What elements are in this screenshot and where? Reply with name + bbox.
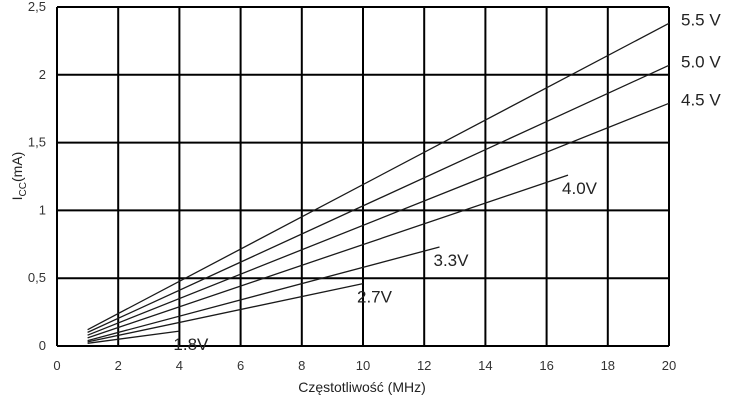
y-tick-labels: 0 0,5 1 1,5 2 2,5 — [28, 0, 46, 353]
x-tick-label: 18 — [601, 358, 615, 373]
series-line-3 — [87, 174, 569, 339]
series-label-0: 5.5 V — [681, 10, 721, 29]
x-tick-label: 6 — [237, 358, 244, 373]
series-label-6: 1.8V — [173, 335, 209, 354]
series-line-0 — [87, 22, 670, 331]
x-tick-labels: 0 2 4 6 8 10 12 14 16 18 20 — [53, 358, 676, 373]
series-label-4: 3.3V — [434, 251, 470, 270]
y-tick-label: 1 — [39, 202, 46, 217]
x-tick-label: 2 — [115, 358, 122, 373]
y-axis-title: ICC(mA) — [9, 152, 29, 201]
y-axis-title-main: I — [9, 196, 25, 200]
series-line-2 — [87, 102, 670, 336]
x-tick-label: 10 — [356, 358, 370, 373]
series-label-3: 4.0V — [562, 179, 598, 198]
y-tick-label: 1,5 — [28, 135, 46, 150]
series-line-1 — [87, 64, 670, 333]
series-label-1: 5.0 V — [681, 52, 721, 71]
series-line-5 — [87, 282, 364, 343]
x-tick-label: 14 — [478, 358, 492, 373]
x-tick-label: 8 — [298, 358, 305, 373]
y-axis-title-sub: CC — [18, 182, 29, 196]
x-tick-label: 16 — [539, 358, 553, 373]
x-tick-label: 20 — [662, 358, 676, 373]
series-line-4 — [87, 246, 440, 342]
x-axis-title: Częstotliwość (MHz) — [298, 379, 426, 395]
y-tick-label: 0 — [39, 338, 46, 353]
y-tick-label: 0,5 — [28, 270, 46, 285]
series-label-2: 4.5 V — [681, 90, 721, 109]
y-axis-title-rest: (mA) — [9, 152, 25, 182]
series-label-5: 2.7V — [357, 288, 393, 307]
x-tick-label: 4 — [176, 358, 183, 373]
series-line-6 — [87, 330, 180, 344]
y-tick-label: 2,5 — [28, 0, 46, 14]
y-tick-label: 2 — [39, 67, 46, 82]
x-tick-label: 12 — [417, 358, 431, 373]
series-lines — [87, 22, 670, 344]
series-labels: 5.5 V 5.0 V 4.5 V 4.0V 3.3V 2.7V 1.8V — [173, 10, 721, 354]
x-tick-label: 0 — [53, 358, 60, 373]
